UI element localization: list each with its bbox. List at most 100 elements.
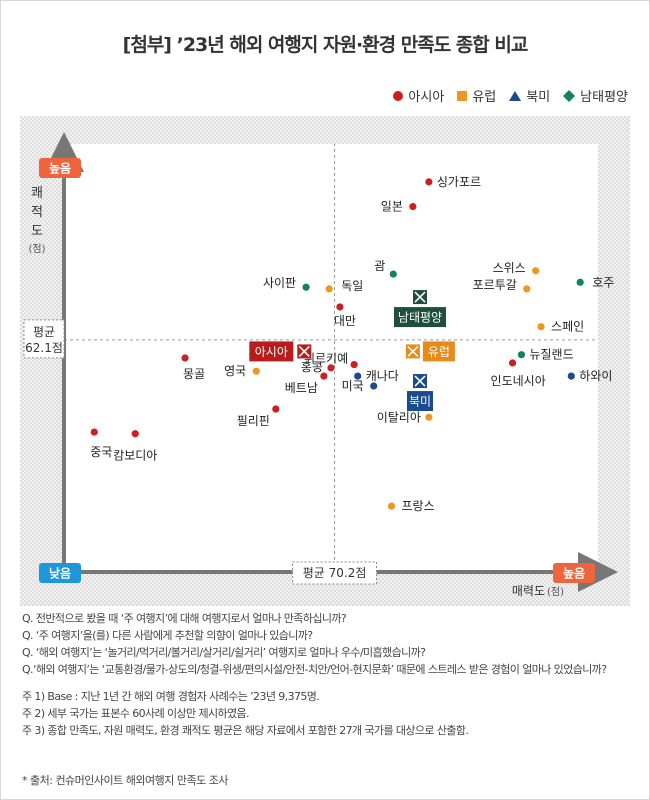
plot-area: [64, 144, 598, 572]
average-label: 남태평양: [398, 311, 442, 325]
note-3: 주 3) 종합 만족도, 자원 매력도, 환경 쾌적도 평균은 해당 자료에서 …: [22, 724, 469, 737]
point-namerica: [567, 372, 575, 380]
point-asia: [350, 360, 358, 369]
x-high-badge-bg: [553, 563, 595, 583]
average-label-bg: [249, 341, 294, 362]
x-high-badge-text: 높음: [563, 566, 585, 581]
point-asia: [508, 359, 517, 367]
point-europe: [425, 413, 433, 421]
point-europe: [537, 323, 545, 331]
point-label: 호주: [592, 275, 614, 289]
point-label: 캄보디아: [113, 449, 157, 463]
point-label: 튀르키예: [304, 352, 348, 366]
x-high-badge: 높음: [553, 563, 595, 583]
point-label: 몽골: [183, 367, 205, 381]
legend-label-asia: 아시아: [408, 90, 445, 105]
y-high-badge-text: 높음: [49, 161, 71, 176]
point-namerica: [354, 372, 362, 380]
legend-circle-icon: [393, 90, 404, 101]
point-europe: [252, 367, 260, 375]
point-oceania: [302, 283, 310, 291]
point-label: 인도네시아: [491, 374, 546, 388]
question-2: Q. ‘주 여행지’을(를) 다른 사람에게 추천할 의향이 얼마나 있습니까?: [22, 629, 313, 642]
y-mean-label-line1: 평균: [33, 325, 55, 339]
average-x-stroke: [298, 345, 310, 357]
y-axis-label-char: 도: [31, 224, 43, 239]
x-low-badge-bg: [39, 563, 81, 583]
point-label: 대만: [334, 314, 356, 328]
point-asia: [90, 428, 98, 436]
average-x-stroke: [407, 345, 419, 357]
point-label: 사이판: [263, 276, 296, 290]
mean-lines: [64, 144, 598, 572]
point-label: 하와이: [579, 369, 612, 383]
average-label-bg: [422, 341, 455, 362]
average-label-bg: [407, 391, 433, 412]
point-label: 필리핀: [237, 414, 270, 428]
point-label: 이탈리아: [377, 410, 421, 424]
note-2: 주 2) 세부 국가는 표본수 60사례 이상만 제시하였음.: [22, 707, 250, 720]
point-label: 포르투갈: [473, 278, 517, 292]
point-asia: [336, 303, 344, 311]
x-mean-label-box: [292, 561, 378, 585]
x-axis-label: 매력도: [512, 584, 545, 598]
average-label: 아시아: [255, 345, 288, 359]
point-asia: [327, 364, 335, 372]
regional-average-namerica: 북미: [407, 374, 433, 412]
point-label: 영국: [224, 364, 246, 378]
point-label: 싱가포르: [437, 175, 481, 189]
legend-label-oceania: 남태평양: [580, 90, 628, 105]
legend-triangle-icon: [509, 90, 522, 101]
point-label: 프랑스: [402, 499, 435, 513]
regional-average-europe: 유럽: [405, 341, 455, 362]
point-asia: [409, 202, 417, 211]
legend-square-icon: [457, 90, 468, 101]
point-label: 홍콩: [301, 360, 323, 374]
average-x-stroke: [414, 291, 426, 303]
x-axis-unit: (점): [547, 586, 564, 598]
point-label: 독일: [341, 279, 363, 293]
x-mean-label: 평균 70.2점: [303, 566, 367, 580]
legend-label-europe: 유럽: [472, 90, 497, 105]
point-europe: [325, 285, 333, 293]
chart-legend: 아시아 유럽 북미 남태평양: [380, 86, 628, 105]
question-4: Q.‘해외 여행지’는 ‘교통환경/물가-상도의/청결-위생/편의시설/안전-치…: [22, 663, 607, 676]
point-label: 일본: [381, 200, 403, 214]
regional-average-oceania: 남태평양: [394, 290, 446, 328]
point-europe: [532, 267, 540, 275]
point-namerica: [370, 382, 378, 390]
legend-item-oceania: 남태평양: [562, 86, 628, 105]
average-label-bg: [394, 307, 446, 328]
question-1: Q. 전반적으로 봤을 때 ‘주 여행지’에 대해 여행지로서 얼마나 만족하십…: [22, 612, 347, 625]
y-high-badge-bg: [39, 158, 81, 178]
point-label: 괌: [374, 259, 385, 273]
average-label: 북미: [409, 395, 431, 409]
point-europe: [387, 502, 396, 510]
legend-item-europe: 유럽: [456, 86, 496, 105]
point-asia: [320, 372, 328, 380]
page-title: [첨부] ’23년 해외 여행지 자원·환경 만족도 종합 비교: [122, 34, 529, 56]
y-axis-label-char: 적: [31, 205, 43, 220]
legend-diamond-icon: [563, 89, 576, 102]
y-mean-label-line2: 62.1점: [25, 341, 63, 355]
average-x-stroke: [414, 375, 426, 387]
point-oceania: [517, 351, 526, 359]
point-label: 중국: [90, 445, 112, 459]
x-low-badge: 낮음: [39, 563, 81, 583]
y-axis-label-char: 쾌: [31, 186, 43, 201]
point-oceania: [576, 278, 584, 286]
y-mean-label-box: [23, 319, 65, 359]
question-3: Q. ‘해외 여행지’는 ‘놀거리/먹거리/볼거리/살거리/쉴거리’ 여행지로 …: [22, 646, 426, 659]
point-label: 베트남: [285, 381, 318, 395]
average-label: 유럽: [428, 345, 450, 359]
point-label: 캐나다: [366, 369, 399, 383]
legend-label-namerica: 북미: [526, 90, 551, 105]
footnotes: Q. 전반적으로 봤을 때 ‘주 여행지’에 대해 여행지로서 얼마나 만족하십…: [22, 610, 637, 739]
source-note: * 출처: 컨슈머인사이트 해외여행지 만족도 조사: [22, 774, 228, 787]
point-asia: [272, 405, 280, 413]
regional-average-asia: 아시아: [249, 341, 312, 362]
